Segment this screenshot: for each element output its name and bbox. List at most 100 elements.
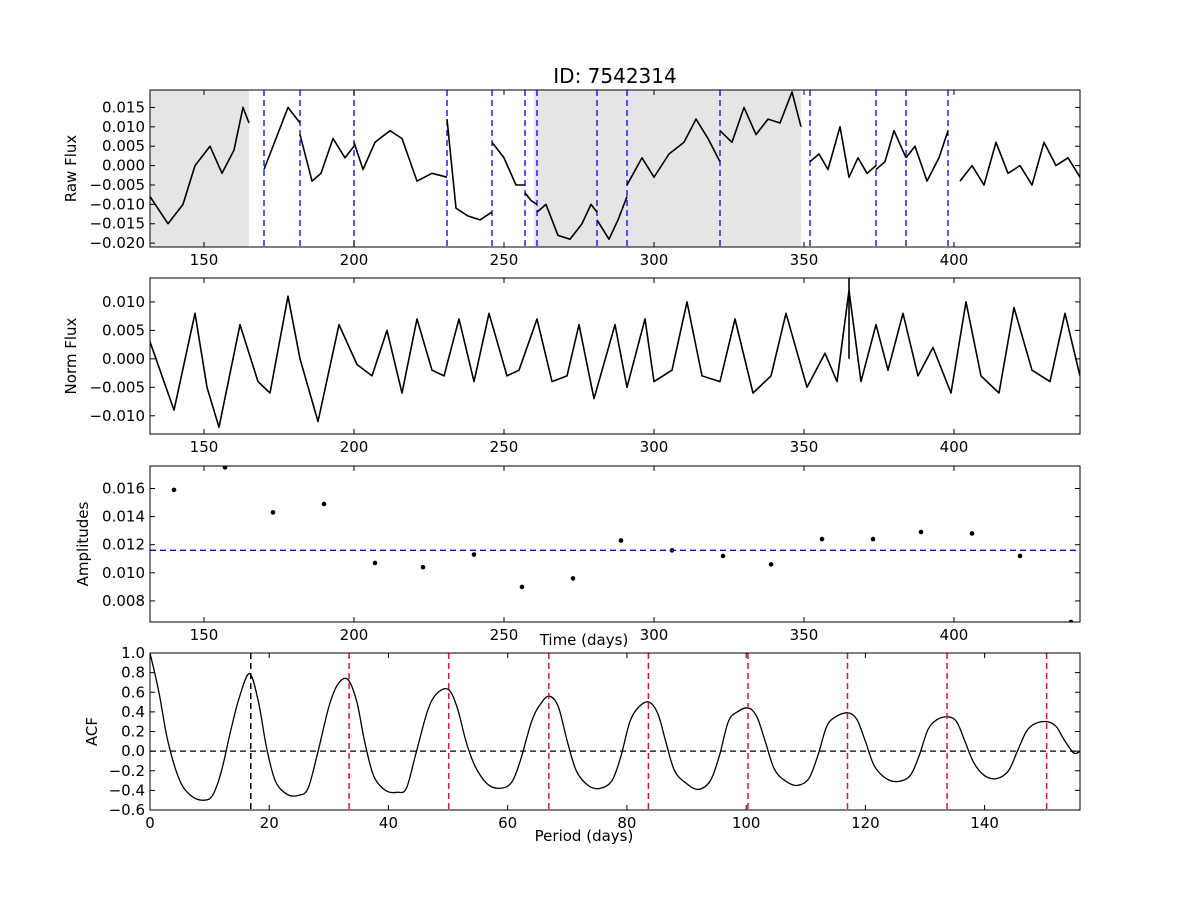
- y-tick-label: 0.010: [102, 118, 145, 136]
- x-tick-label: 100: [732, 814, 761, 832]
- amplitudes-panel: 150 200 250 300 350 400 0.008 0.010 0.012 0.014 0.…: [74, 465, 1081, 649]
- amplitude-point: [519, 584, 525, 590]
- x-tick-label: 60: [498, 814, 517, 832]
- x-tick-label: 40: [379, 814, 398, 832]
- x-tick-label: 80: [617, 814, 636, 832]
- amplitude-point: [420, 564, 426, 570]
- y-tick-label: 0.4: [121, 703, 145, 721]
- amplitude-point: [720, 553, 726, 559]
- y-tick-label: 1.0: [121, 644, 145, 662]
- y-tick-label: 0.012: [102, 536, 145, 554]
- raw-flux-segment: [446, 119, 493, 221]
- x-tick-label: 140: [970, 814, 999, 832]
- x-tick-label: 350: [790, 626, 819, 644]
- x-tick-label: 400: [940, 438, 969, 456]
- amplitude-point: [870, 536, 876, 542]
- acf-plot-area: [150, 653, 1080, 810]
- raw-flux-segment: [263, 106, 301, 170]
- shaded-region: [150, 90, 249, 247]
- raw-flux-panel: 150 200 250 300 350 400 −0.020−0.015 −0.010−0.0…: [62, 89, 1081, 269]
- y-tick-label: −0.005: [89, 378, 145, 396]
- y-tick-label: 0.010: [102, 293, 145, 311]
- amplitude-point: [1068, 619, 1074, 622]
- x-tick-label: 150: [190, 626, 219, 644]
- y-tick-label: −0.2: [109, 762, 145, 780]
- x-tick-label: 20: [260, 814, 279, 832]
- figure-title: ID: 7542314: [553, 64, 676, 88]
- x-tick-label: 200: [340, 438, 369, 456]
- raw-flux-segment: [491, 141, 525, 186]
- y-tick-label: 0.0: [121, 742, 145, 760]
- raw-flux-segment: [536, 203, 598, 240]
- norm-flux-panel: 150 200 250 300 350 400 −0.010 −0.005 0.000 0.005…: [62, 277, 1081, 456]
- norm-flux-line: [150, 289, 1080, 428]
- amplitude-point: [570, 576, 576, 581]
- amplitude-point: [618, 538, 624, 543]
- x-tick-label: 120: [851, 814, 880, 832]
- amplitude-point: [918, 529, 924, 535]
- amplitude-point: [819, 536, 825, 542]
- y-tick-label: 0.6: [121, 683, 145, 701]
- norm-flux-axes-frame: [149, 277, 1081, 435]
- x-tick-label: 0: [145, 814, 155, 832]
- y-tick-label: 0.000: [102, 157, 145, 175]
- y-tick-label: −0.010: [89, 195, 145, 213]
- y-tick-label: 0.008: [102, 592, 145, 610]
- y-tick-label: −0.4: [109, 781, 145, 799]
- amplitude-point: [222, 466, 228, 470]
- y-tick-label: 0.010: [102, 564, 145, 582]
- norm-flux-plot-area: [150, 278, 1080, 428]
- y-tick-label: 0.015: [102, 98, 145, 116]
- amplitudes-x-axis-label: Time (days): [539, 631, 629, 649]
- raw-flux-segment: [524, 192, 538, 206]
- amplitude-point: [1017, 553, 1023, 559]
- acf-panel: 0 20 40 60 80 100 120 140 −0.6 −0.4−0.2 0.00.2 0.4 0…: [83, 644, 1081, 845]
- y-tick-label: 0.005: [102, 321, 145, 339]
- amplitude-point: [768, 562, 774, 567]
- y-tick-label: 0.014: [102, 508, 145, 526]
- shaded-region: [534, 90, 801, 247]
- amplitude-point: [270, 510, 276, 515]
- amplitudes-plot-area: [150, 466, 1080, 622]
- acf-y-axis-label: ACF: [83, 717, 101, 746]
- raw-flux-segment: [959, 141, 1080, 186]
- amplitude-point: [471, 552, 477, 557]
- amplitudes-y-axis-label: Amplitudes: [74, 501, 92, 586]
- x-tick-label: 400: [940, 251, 969, 269]
- raw-flux-segment: [719, 91, 802, 144]
- raw-flux-segment: [875, 129, 907, 171]
- amplitude-point: [372, 560, 378, 566]
- amplitude-point: [321, 501, 327, 507]
- y-tick-label: 0.8: [121, 664, 145, 682]
- raw-flux-segment: [299, 134, 355, 182]
- raw-flux-segment: [596, 196, 628, 240]
- x-tick-label: 300: [640, 251, 669, 269]
- y-tick-label: 0.005: [102, 137, 145, 155]
- x-tick-label: 150: [190, 251, 219, 269]
- amplitude-point: [969, 531, 975, 536]
- x-tick-label: 300: [640, 626, 669, 644]
- x-tick-label: 350: [790, 251, 819, 269]
- x-tick-label: 200: [340, 251, 369, 269]
- x-tick-label: 250: [490, 438, 519, 456]
- x-tick-label: 200: [340, 626, 369, 644]
- x-tick-label: 250: [490, 251, 519, 269]
- raw-flux-segment: [353, 129, 448, 182]
- raw-flux-axes-frame: [149, 89, 1081, 248]
- amplitude-point: [171, 487, 177, 493]
- x-tick-label: 300: [640, 438, 669, 456]
- raw-flux-segment: [150, 106, 250, 225]
- y-tick-label: −0.6: [109, 801, 145, 819]
- y-tick-label: −0.020: [89, 234, 145, 252]
- raw-flux-y-axis-label: Raw Flux: [62, 135, 80, 203]
- raw-flux-segment: [905, 130, 949, 182]
- x-tick-label: 350: [790, 438, 819, 456]
- y-tick-label: 0.000: [102, 350, 145, 368]
- norm-flux-y-axis-label: Norm Flux: [62, 317, 80, 394]
- acf-x-axis-label: Period (days): [535, 827, 634, 845]
- x-tick-label: 400: [940, 626, 969, 644]
- y-tick-label: −0.005: [89, 176, 145, 194]
- raw-flux-segment: [626, 118, 721, 186]
- acf-curve: [150, 653, 1080, 801]
